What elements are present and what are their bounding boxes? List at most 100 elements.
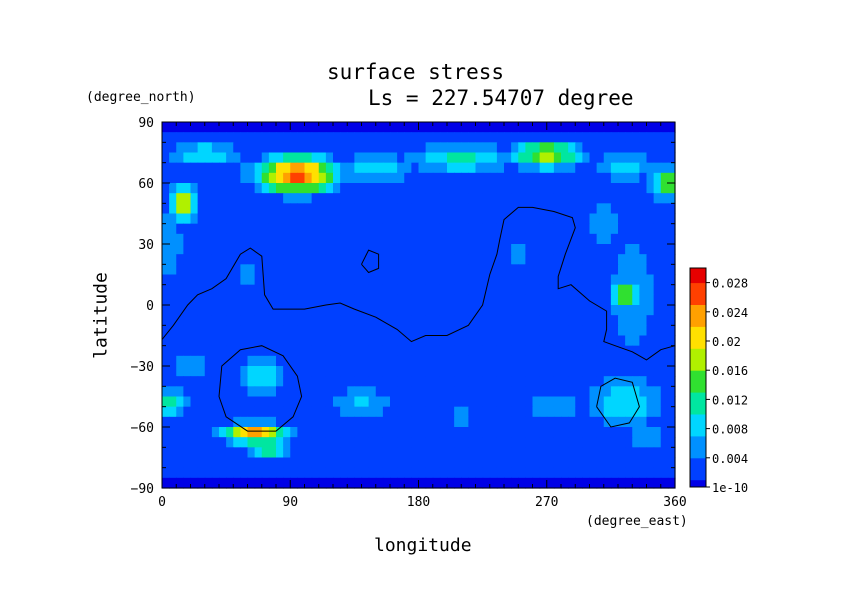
heat-cell [382,294,391,306]
heat-cell [532,386,541,398]
heat-cell [489,355,498,367]
heat-cell [304,172,313,184]
heat-cell [318,264,327,276]
heat-cell [610,376,619,387]
heat-cell [553,376,562,387]
heat-cell [304,457,313,469]
heat-cell [646,132,655,143]
heat-cell [660,437,669,448]
heat-cell [596,294,605,306]
heat-cell [233,477,241,489]
heat-cell [625,467,633,479]
heat-cell [162,396,170,408]
heat-cell [561,447,569,459]
heat-cell [468,376,477,387]
heat-cell [511,244,519,255]
heat-cell [325,457,334,469]
heat-cell [411,122,420,133]
heat-cell [211,294,220,306]
heat-cell [539,305,548,316]
heat-cell [354,172,363,184]
heat-cell [197,335,206,347]
heat-cell [582,355,591,367]
heat-cell [382,335,391,347]
heat-cell [660,254,669,265]
heat-cell [475,294,484,306]
heat-cell [197,233,206,245]
heat-cell [304,467,313,479]
heat-cell [518,427,526,438]
heat-cell [489,427,498,438]
heat-cell [190,386,199,398]
heat-cell [411,142,420,154]
x-tick-label: 270 [535,495,558,510]
heat-cell [297,274,306,286]
chart-subtitle: Ls = 227.54707 degree [368,86,634,110]
heat-cell [418,274,427,286]
heat-cell [333,315,341,326]
heat-cell [639,132,648,143]
heat-cell [297,284,306,296]
heat-cell [368,386,377,398]
heat-cell [518,376,526,387]
heat-cell [596,162,605,174]
heat-cell [539,467,548,479]
heat-cell [667,406,676,418]
heat-cell [325,406,334,418]
heat-cell [454,254,462,265]
heat-cell [667,366,676,377]
heat-cell [518,172,526,184]
heat-cell [340,416,348,428]
heat-cell [504,294,512,306]
heat-cell [226,193,234,204]
heat-cell [397,355,405,367]
heat-cell [618,193,626,204]
heat-cell [276,325,284,337]
heat-cell [311,457,320,469]
heat-cell [325,203,334,215]
heat-cell [219,162,227,174]
heat-cell [603,203,612,215]
heat-cell [204,376,213,387]
heat-cell [625,132,633,143]
heat-cell [639,122,648,133]
heat-cell [404,437,412,448]
heat-cell [325,233,334,245]
heat-cell [667,142,676,154]
heat-cell [397,213,405,225]
heat-cell [475,254,484,265]
heat-cell [219,203,227,215]
heat-cell [610,345,619,357]
heat-cell [311,355,320,367]
heat-cell [553,477,562,489]
heat-cell [261,315,270,326]
heat-cell [475,244,484,255]
heat-cell [625,183,633,194]
heat-cell [211,193,220,204]
heat-cell [525,244,534,255]
heat-cell [646,152,655,164]
heat-cell [610,366,619,377]
heat-cell [325,152,334,164]
heat-cell [318,162,327,174]
heat-cell [667,152,676,164]
heat-cell [639,254,648,265]
heat-cell [561,416,569,428]
heat-cell [418,355,427,367]
heat-cell [169,437,177,448]
heat-cell [603,457,612,469]
heat-cell [411,233,420,245]
heat-cell [240,355,249,367]
heat-cell [461,203,469,215]
heat-cell [518,233,526,245]
heat-cell [575,355,583,367]
heat-cell [625,305,633,316]
heat-cell [568,203,576,215]
heat-cell [340,325,348,337]
heat-cell [297,254,306,265]
heat-cell [589,457,598,469]
heat-cell [318,376,327,387]
heat-cell [304,376,313,387]
heat-cell [247,183,256,194]
heat-cell [382,142,391,154]
